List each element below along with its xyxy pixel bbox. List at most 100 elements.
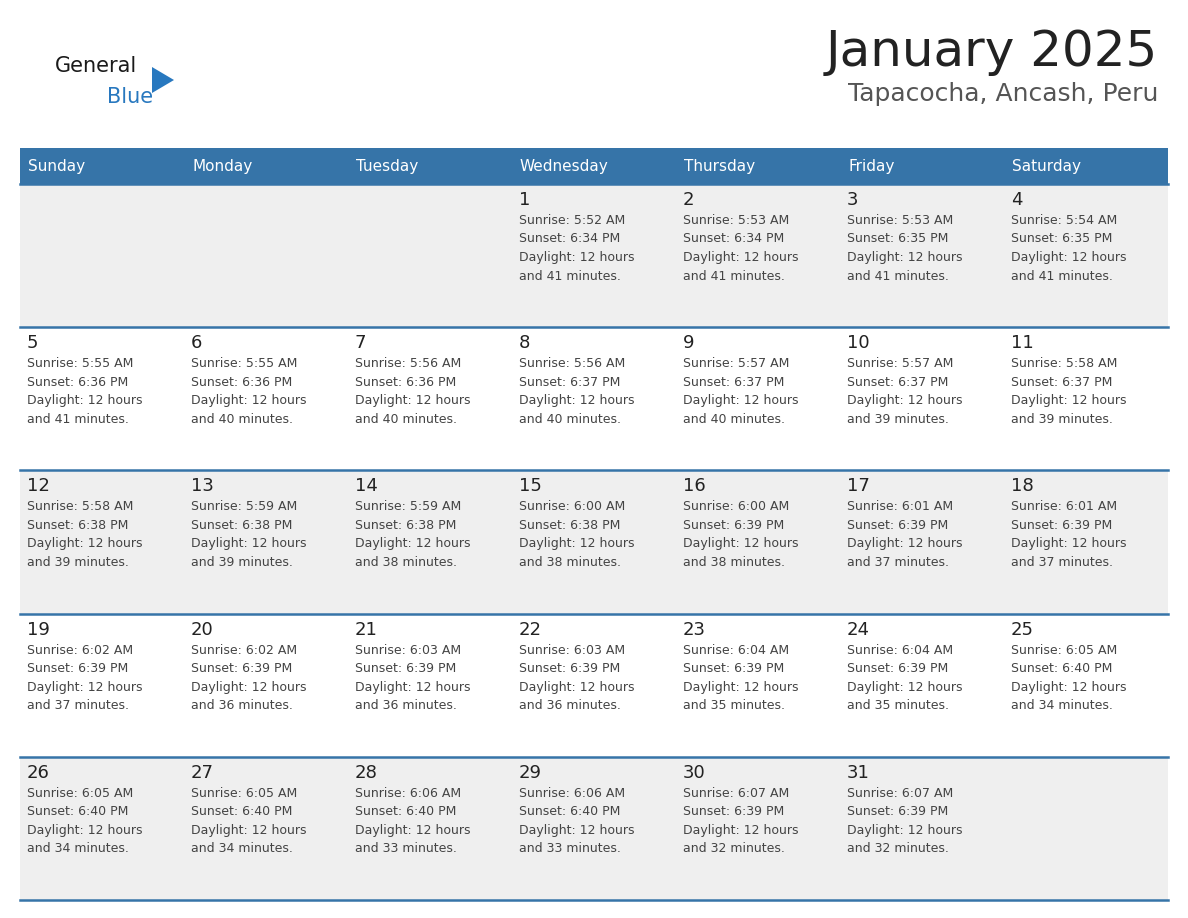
Text: 18: 18	[1011, 477, 1034, 496]
Text: Daylight: 12 hours: Daylight: 12 hours	[27, 537, 143, 551]
Text: Thursday: Thursday	[684, 159, 756, 174]
Text: Sunset: 6:37 PM: Sunset: 6:37 PM	[847, 375, 948, 388]
Text: Sunset: 6:39 PM: Sunset: 6:39 PM	[847, 662, 948, 675]
Text: Sunset: 6:39 PM: Sunset: 6:39 PM	[519, 662, 620, 675]
Text: Sunset: 6:39 PM: Sunset: 6:39 PM	[683, 519, 784, 532]
Text: Blue: Blue	[107, 87, 153, 107]
Text: Sunset: 6:39 PM: Sunset: 6:39 PM	[191, 662, 292, 675]
Text: Sunrise: 6:00 AM: Sunrise: 6:00 AM	[519, 500, 625, 513]
Text: Tapacocha, Ancash, Peru: Tapacocha, Ancash, Peru	[847, 82, 1158, 106]
Text: Daylight: 12 hours: Daylight: 12 hours	[191, 394, 307, 408]
Text: Sunrise: 5:56 AM: Sunrise: 5:56 AM	[519, 357, 625, 370]
Text: and 37 minutes.: and 37 minutes.	[847, 556, 949, 569]
Text: Sunset: 6:38 PM: Sunset: 6:38 PM	[519, 519, 620, 532]
Text: and 35 minutes.: and 35 minutes.	[847, 700, 949, 712]
Text: Sunrise: 6:02 AM: Sunrise: 6:02 AM	[191, 644, 297, 656]
Text: Sunrise: 6:01 AM: Sunrise: 6:01 AM	[1011, 500, 1117, 513]
Text: Sunrise: 6:06 AM: Sunrise: 6:06 AM	[519, 787, 625, 800]
Text: Sunrise: 6:00 AM: Sunrise: 6:00 AM	[683, 500, 789, 513]
Bar	[512, 148, 676, 184]
Text: Sunrise: 5:57 AM: Sunrise: 5:57 AM	[683, 357, 789, 370]
Text: 31: 31	[847, 764, 870, 782]
Text: Sunrise: 5:53 AM: Sunrise: 5:53 AM	[847, 214, 953, 227]
Text: 25: 25	[1011, 621, 1034, 639]
Text: Sunrise: 6:01 AM: Sunrise: 6:01 AM	[847, 500, 953, 513]
Text: Sunrise: 6:04 AM: Sunrise: 6:04 AM	[847, 644, 953, 656]
Text: 1: 1	[519, 191, 530, 209]
Text: and 40 minutes.: and 40 minutes.	[191, 413, 293, 426]
Text: 17: 17	[847, 477, 870, 496]
Text: Daylight: 12 hours: Daylight: 12 hours	[519, 394, 634, 408]
Text: Daylight: 12 hours: Daylight: 12 hours	[519, 537, 634, 551]
Text: Daylight: 12 hours: Daylight: 12 hours	[355, 537, 470, 551]
Text: 16: 16	[683, 477, 706, 496]
Text: Daylight: 12 hours: Daylight: 12 hours	[847, 680, 962, 694]
Text: 14: 14	[355, 477, 378, 496]
Text: Daylight: 12 hours: Daylight: 12 hours	[683, 537, 798, 551]
Text: General: General	[55, 56, 138, 76]
Text: Daylight: 12 hours: Daylight: 12 hours	[683, 251, 798, 264]
Text: Sunrise: 6:05 AM: Sunrise: 6:05 AM	[1011, 644, 1117, 656]
Text: and 36 minutes.: and 36 minutes.	[519, 700, 621, 712]
Text: 23: 23	[683, 621, 706, 639]
Text: and 36 minutes.: and 36 minutes.	[355, 700, 457, 712]
Text: and 34 minutes.: and 34 minutes.	[27, 843, 128, 856]
Text: and 38 minutes.: and 38 minutes.	[355, 556, 457, 569]
Text: Sunrise: 5:55 AM: Sunrise: 5:55 AM	[191, 357, 297, 370]
Text: Sunrise: 6:07 AM: Sunrise: 6:07 AM	[683, 787, 789, 800]
Text: 12: 12	[27, 477, 50, 496]
Text: Sunset: 6:39 PM: Sunset: 6:39 PM	[1011, 519, 1112, 532]
Text: Daylight: 12 hours: Daylight: 12 hours	[191, 823, 307, 837]
Text: Sunrise: 5:53 AM: Sunrise: 5:53 AM	[683, 214, 789, 227]
Text: and 39 minutes.: and 39 minutes.	[1011, 413, 1113, 426]
Text: Sunset: 6:39 PM: Sunset: 6:39 PM	[847, 519, 948, 532]
Text: 4: 4	[1011, 191, 1023, 209]
Text: Sunrise: 5:55 AM: Sunrise: 5:55 AM	[27, 357, 133, 370]
Text: 30: 30	[683, 764, 706, 782]
Text: Sunrise: 6:02 AM: Sunrise: 6:02 AM	[27, 644, 133, 656]
Text: Sunset: 6:37 PM: Sunset: 6:37 PM	[1011, 375, 1112, 388]
Text: Sunrise: 5:59 AM: Sunrise: 5:59 AM	[191, 500, 297, 513]
Text: Sunrise: 5:52 AM: Sunrise: 5:52 AM	[519, 214, 625, 227]
Text: 10: 10	[847, 334, 870, 353]
Text: Daylight: 12 hours: Daylight: 12 hours	[847, 251, 962, 264]
Text: Monday: Monday	[192, 159, 252, 174]
Text: Daylight: 12 hours: Daylight: 12 hours	[191, 680, 307, 694]
Text: Daylight: 12 hours: Daylight: 12 hours	[847, 823, 962, 837]
Text: Sunrise: 6:07 AM: Sunrise: 6:07 AM	[847, 787, 953, 800]
Text: Sunrise: 6:04 AM: Sunrise: 6:04 AM	[683, 644, 789, 656]
Text: Sunset: 6:40 PM: Sunset: 6:40 PM	[355, 805, 456, 818]
Text: and 41 minutes.: and 41 minutes.	[519, 270, 621, 283]
Text: and 35 minutes.: and 35 minutes.	[683, 700, 785, 712]
Text: Sunset: 6:40 PM: Sunset: 6:40 PM	[191, 805, 292, 818]
Text: Daylight: 12 hours: Daylight: 12 hours	[519, 251, 634, 264]
Text: Sunset: 6:35 PM: Sunset: 6:35 PM	[1011, 232, 1112, 245]
Text: Sunset: 6:39 PM: Sunset: 6:39 PM	[27, 662, 128, 675]
Text: 21: 21	[355, 621, 378, 639]
Text: and 33 minutes.: and 33 minutes.	[519, 843, 621, 856]
Text: 6: 6	[191, 334, 202, 353]
Text: Sunset: 6:37 PM: Sunset: 6:37 PM	[683, 375, 784, 388]
Text: January 2025: January 2025	[826, 28, 1158, 76]
Text: Daylight: 12 hours: Daylight: 12 hours	[519, 680, 634, 694]
Text: 20: 20	[191, 621, 214, 639]
Bar	[1004, 148, 1168, 184]
Text: Sunrise: 5:59 AM: Sunrise: 5:59 AM	[355, 500, 461, 513]
Text: Daylight: 12 hours: Daylight: 12 hours	[27, 680, 143, 694]
Text: 8: 8	[519, 334, 530, 353]
Text: 22: 22	[519, 621, 542, 639]
Text: 28: 28	[355, 764, 378, 782]
Text: and 41 minutes.: and 41 minutes.	[847, 270, 949, 283]
Text: Sunset: 6:36 PM: Sunset: 6:36 PM	[355, 375, 456, 388]
Text: Sunrise: 5:58 AM: Sunrise: 5:58 AM	[27, 500, 133, 513]
Text: Sunset: 6:40 PM: Sunset: 6:40 PM	[27, 805, 128, 818]
Text: Sunrise: 6:05 AM: Sunrise: 6:05 AM	[27, 787, 133, 800]
Bar	[20, 148, 184, 184]
Text: Daylight: 12 hours: Daylight: 12 hours	[847, 537, 962, 551]
Text: Sunrise: 5:56 AM: Sunrise: 5:56 AM	[355, 357, 461, 370]
Text: 19: 19	[27, 621, 50, 639]
Text: Sunset: 6:34 PM: Sunset: 6:34 PM	[683, 232, 784, 245]
Text: Sunset: 6:36 PM: Sunset: 6:36 PM	[27, 375, 128, 388]
Bar	[20, 756, 1168, 900]
Text: and 37 minutes.: and 37 minutes.	[1011, 556, 1113, 569]
